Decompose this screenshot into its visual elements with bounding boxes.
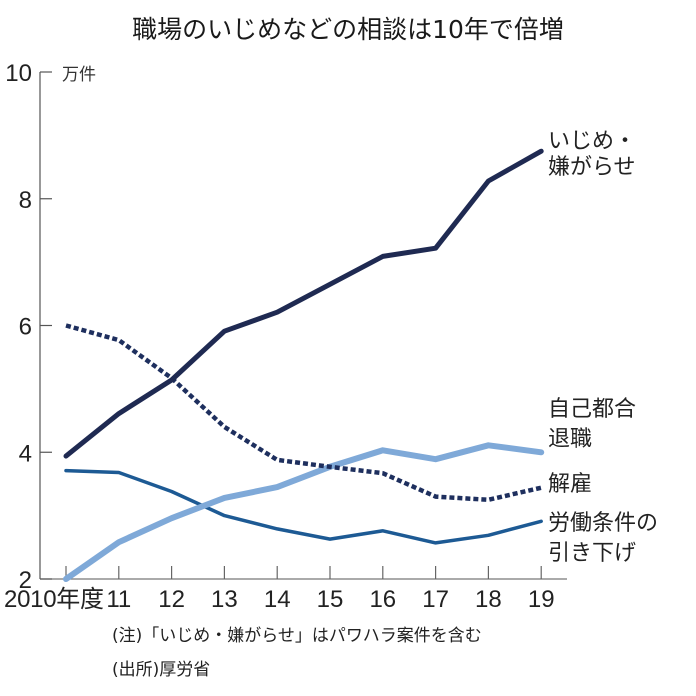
series-line-1: [63, 442, 545, 582]
series-label-0: いじめ・: [548, 129, 636, 154]
series-line-0: [63, 148, 544, 459]
x-tick-label: 14: [264, 586, 291, 613]
series-label-3: 労働条件の: [548, 511, 658, 536]
x-tick-label: 15: [317, 586, 344, 613]
x-tick-label: 16: [369, 586, 396, 613]
y-tick-label: 4: [19, 440, 32, 467]
y-tick-label: 6: [19, 314, 32, 341]
series-label-2: 解雇: [548, 472, 592, 497]
y-tick-label: 2: [19, 567, 32, 594]
x-tick-label: 11: [106, 586, 131, 613]
series-label-0: 嫌がらせ: [548, 155, 636, 180]
series-line-2: [65, 323, 542, 503]
footnote-source: (出所)厚労省: [112, 660, 210, 680]
x-tick-label: 2010年度: [4, 586, 104, 613]
chart-title: 職場のいじめなどの相談は10年で倍増: [132, 15, 564, 44]
series-label-3: 引き下げ: [548, 541, 636, 566]
y-tick-label: 8: [19, 187, 32, 214]
series-group: [63, 148, 545, 582]
series-label-1: 自己都合: [548, 397, 636, 422]
x-tick-label: 12: [158, 586, 185, 613]
y-axis-unit-label: 万件: [62, 65, 96, 85]
series-line-3: [64, 468, 543, 545]
footnote-note: (注)「いじめ・嫌がらせ」はパワハラ案件を含む: [112, 626, 482, 646]
x-tick-label: 18: [475, 586, 502, 613]
x-tick-label: 19: [528, 586, 555, 613]
x-ticks: 2010年度 11 12 13 14 15 16 17 18 19: [4, 566, 555, 613]
y-tick-label: 10: [5, 60, 32, 87]
x-tick-label: 17: [422, 586, 449, 613]
x-tick-label: 13: [211, 586, 238, 613]
y-ticks: 2 4 6 8 10: [5, 60, 52, 594]
series-label-1: 退職: [548, 427, 592, 452]
